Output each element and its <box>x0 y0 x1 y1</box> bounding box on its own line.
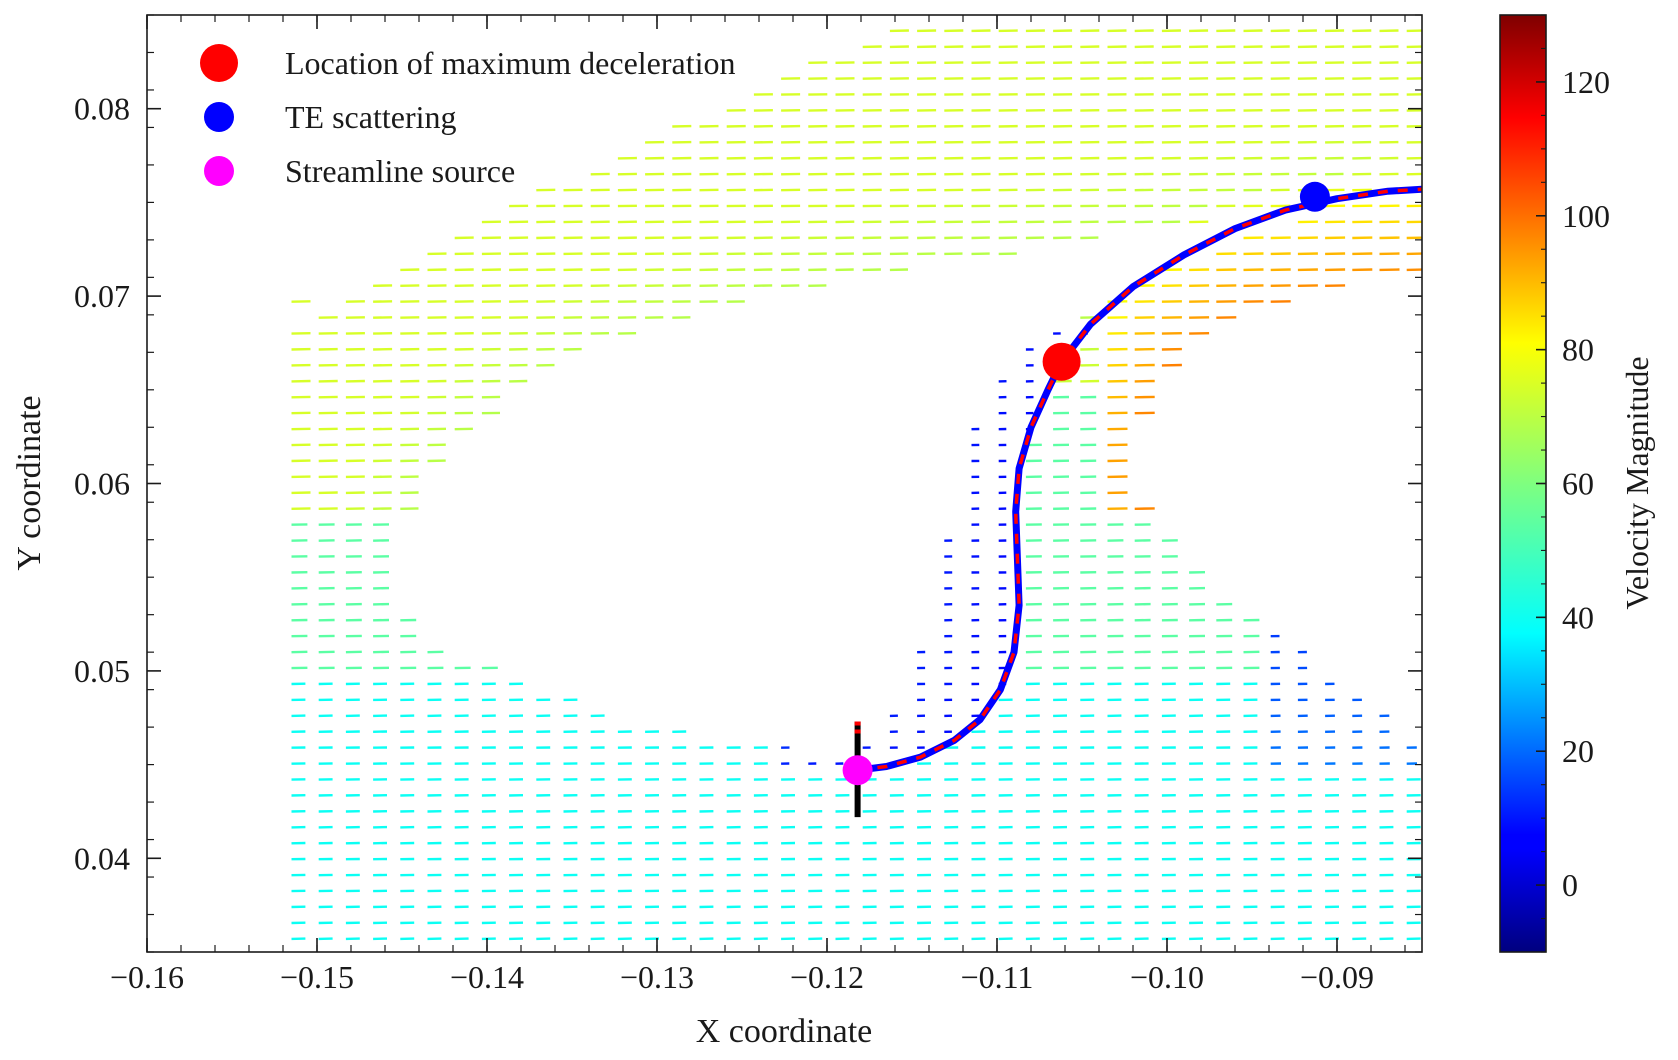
colorbar-tick-label: 80 <box>1562 332 1594 368</box>
marker-te-scattering <box>1299 181 1330 212</box>
x-tick-label: −0.11 <box>961 959 1034 995</box>
x-tick-label: −0.13 <box>620 959 694 995</box>
y-tick-label: 0.04 <box>74 840 130 876</box>
marker-streamline-source <box>842 755 873 786</box>
x-axis-ticks: −0.16 −0.15 −0.14 −0.13 −0.12 −0.11 −0.10 −0.09 <box>110 15 1406 995</box>
streamline-blue <box>857 185 1422 774</box>
marker-location-of-maximum-deceleration <box>1042 342 1081 381</box>
y-axis-label: Y coordinate <box>11 395 48 570</box>
x-tick-label: −0.16 <box>110 959 184 995</box>
y-tick-label: 0.07 <box>74 278 130 314</box>
y-axis-ticks: 0.04 0.05 0.06 0.07 0.08 <box>74 14 1422 953</box>
colorbar-label: Velocity Magnitude <box>1619 356 1655 609</box>
velocity-field <box>291 29 1422 941</box>
colorbar: 0 20 40 60 80 100 120 Velocity Magnitude <box>1499 14 1655 953</box>
legend-marker <box>204 156 234 186</box>
colorbar-tick-label: 0 <box>1562 867 1578 903</box>
x-axis-label: X coordinate <box>696 1013 873 1050</box>
colorbar-tick-label: 40 <box>1562 599 1594 635</box>
x-tick-label: −0.15 <box>280 959 354 995</box>
x-tick-label: −0.14 <box>450 959 524 995</box>
legend-label: TE scattering <box>285 99 456 135</box>
legend-label: Location of maximum deceleration <box>285 45 736 81</box>
colorbar-tick-label: 120 <box>1562 64 1610 100</box>
colorbar-ticks: 0 20 40 60 80 100 120 <box>1536 14 1610 953</box>
y-tick-label: 0.06 <box>74 466 130 502</box>
legend: Location of maximum deceleration TE scatt… <box>200 44 736 189</box>
legend-marker <box>204 102 234 132</box>
legend-label: Streamline source <box>285 153 515 189</box>
y-tick-label: 0.05 <box>74 653 130 689</box>
colorbar-tick-label: 20 <box>1562 733 1594 769</box>
y-tick-label: 0.08 <box>74 91 130 127</box>
x-tick-label: −0.10 <box>1130 959 1204 995</box>
streamline-overlay <box>842 181 1422 818</box>
x-tick-label: −0.12 <box>790 959 864 995</box>
x-tick-label: −0.09 <box>1300 959 1374 995</box>
colorbar-tick-label: 60 <box>1562 466 1594 502</box>
legend-marker <box>200 44 238 82</box>
colorbar-tick-label: 100 <box>1562 198 1610 234</box>
